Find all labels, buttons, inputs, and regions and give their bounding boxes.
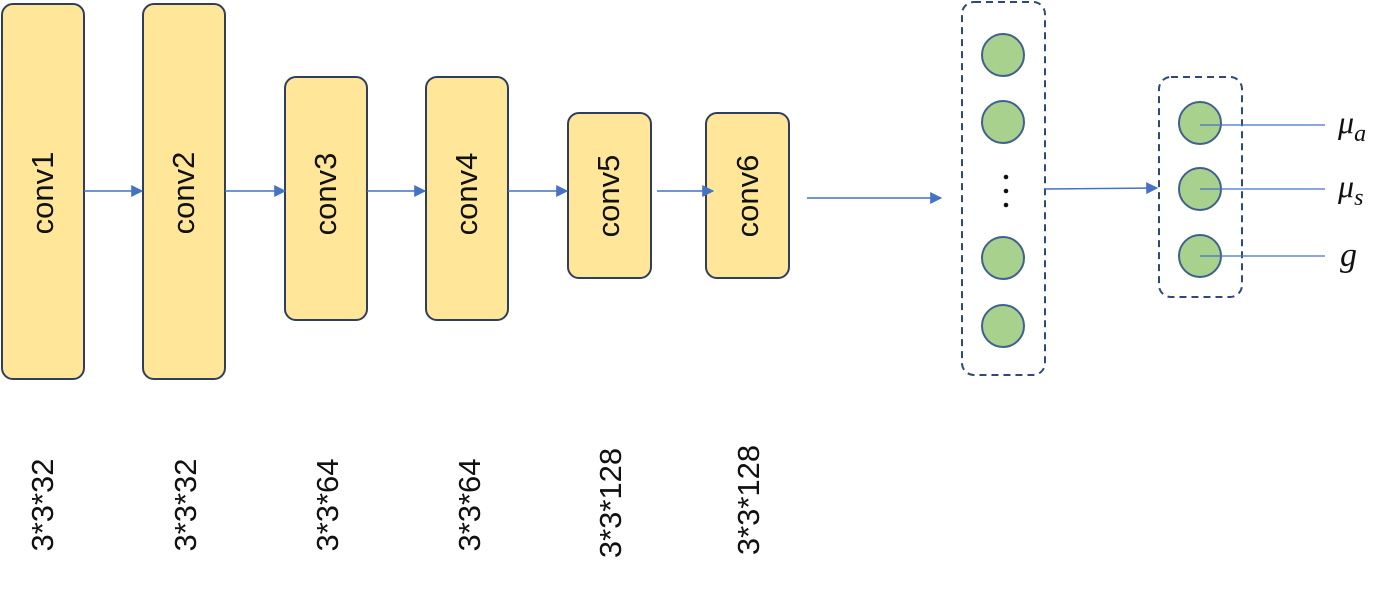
kernel-size-label: 3*3*32 bbox=[25, 458, 60, 551]
kernel-size-label: 3*3*128 bbox=[731, 445, 766, 555]
fc-neuron bbox=[981, 236, 1025, 280]
conv-layer-label: conv1 bbox=[25, 152, 60, 235]
output-neuron-mu-a bbox=[1178, 101, 1222, 145]
kernel-size-label: 3*3*64 bbox=[310, 458, 345, 551]
conv-layer-4: conv4 bbox=[425, 76, 509, 321]
output-label-mu-s: μs bbox=[1337, 168, 1363, 211]
conv-layer-label: conv5 bbox=[591, 155, 626, 238]
conv-layer-6: conv6 bbox=[705, 112, 790, 279]
conv-layer-label: conv6 bbox=[730, 155, 765, 238]
output-layer bbox=[1158, 76, 1325, 298]
arrow-fc-to-output bbox=[1044, 182, 1159, 195]
fully-connected-layer bbox=[961, 1, 1046, 376]
fc-ellipsis bbox=[1003, 174, 1009, 208]
kernel-size-label: 3*3*32 bbox=[168, 458, 203, 551]
conv-layer-label: conv4 bbox=[449, 153, 484, 236]
output-layer-dashed-border bbox=[1158, 76, 1243, 298]
conv-layer-3: conv3 bbox=[284, 76, 368, 321]
conv-layer-1: conv1 bbox=[1, 3, 85, 380]
fc-neuron bbox=[981, 33, 1025, 77]
conv-layer-5: conv5 bbox=[567, 112, 652, 279]
conv-layer-2: conv2 bbox=[142, 3, 226, 380]
output-label-g: g bbox=[1340, 237, 1357, 274]
conv-layer-label: conv2 bbox=[166, 152, 201, 235]
output-label-mu-a: μa bbox=[1337, 104, 1366, 147]
conv-layer-label: conv3 bbox=[308, 153, 343, 236]
kernel-size-label: 3*3*128 bbox=[593, 448, 628, 558]
fc-neuron bbox=[981, 100, 1025, 144]
kernel-size-label: 3*3*64 bbox=[452, 458, 487, 551]
fc-neuron bbox=[981, 304, 1025, 348]
